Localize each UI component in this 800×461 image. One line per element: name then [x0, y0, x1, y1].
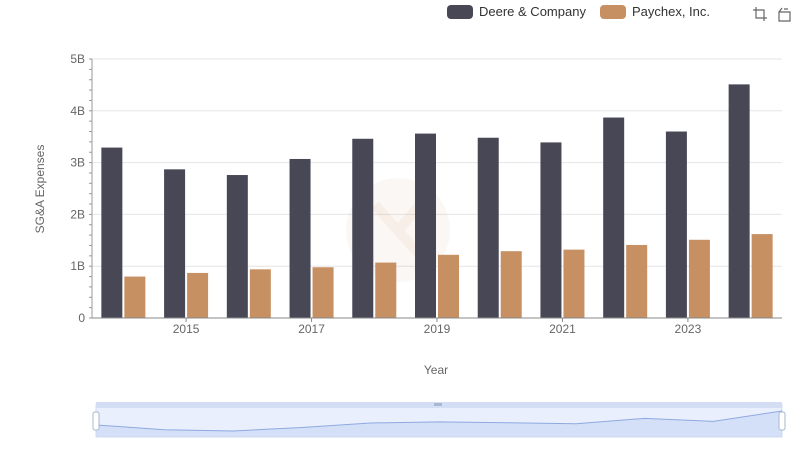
- bar-deere-2015: [164, 169, 186, 318]
- bar-paychex-2020: [500, 251, 522, 318]
- toolbox: [752, 6, 792, 22]
- data-zoom-grip: [434, 403, 442, 406]
- data-zoom-right-handle[interactable]: [778, 411, 786, 431]
- y-tick-label: 4B: [70, 104, 85, 118]
- x-tick-label: 2019: [424, 322, 451, 336]
- legend: Deere & Company Paychex, Inc.: [447, 4, 710, 19]
- legend-label-paychex: Paychex, Inc.: [631, 4, 710, 19]
- bar-deere-2020: [477, 137, 499, 318]
- x-tick-label: 2017: [298, 322, 325, 336]
- restore-icon[interactable]: [776, 6, 792, 22]
- bar-paychex-2017: [312, 267, 334, 318]
- bar-paychex-2015: [187, 272, 209, 318]
- bar-paychex-2014: [124, 276, 146, 318]
- bar-deere-2016: [226, 175, 248, 318]
- x-tick-label: 2021: [549, 322, 576, 336]
- bar-deere-2021: [540, 142, 562, 318]
- bar-deere-2023: [665, 131, 687, 318]
- data-zoom-preview-line: [95, 410, 783, 432]
- x-tick-label: 2023: [675, 322, 702, 336]
- legend-item-paychex[interactable]: Paychex, Inc.: [599, 4, 710, 19]
- bar-paychex-2024: [751, 234, 773, 318]
- y-axis-label: SG&A Expenses: [33, 145, 47, 234]
- bar-paychex-2018: [375, 262, 397, 318]
- y-tick-label: 1B: [70, 259, 85, 273]
- bar-deere-2018: [352, 138, 374, 318]
- data-zoom-slider[interactable]: [92, 402, 786, 438]
- legend-item-deere[interactable]: Deere & Company: [447, 4, 586, 19]
- y-tick-label: 2B: [70, 207, 85, 221]
- bar-paychex-2023: [688, 239, 710, 318]
- bar-deere-2017: [289, 158, 311, 318]
- bar-deere-2014: [101, 147, 123, 318]
- y-tick-label: 3B: [70, 156, 85, 170]
- bar-deere-2019: [415, 133, 436, 318]
- bar-paychex-2022: [626, 244, 648, 318]
- legend-swatch-deere: [447, 4, 473, 19]
- axes: 0 1B 2B 3B 4B 5B 2015 2017 2019 2021 2023: [70, 52, 782, 336]
- bar-paychex-2016: [249, 269, 271, 318]
- bars-group: [101, 84, 773, 318]
- data-zoom-left-handle[interactable]: [92, 411, 100, 431]
- bar-paychex-2021: [563, 249, 585, 318]
- y-tick-label: 5B: [70, 52, 85, 66]
- bar-paychex-2019: [438, 254, 459, 318]
- zoom-icon[interactable]: [752, 6, 768, 22]
- bar-deere-2024: [728, 84, 750, 318]
- legend-label-deere: Deere & Company: [479, 4, 586, 19]
- x-axis-label: Year: [424, 363, 448, 377]
- bar-deere-2022: [603, 117, 625, 318]
- x-tick-label: 2015: [173, 322, 200, 336]
- data-zoom-preview-area: [96, 411, 782, 437]
- legend-swatch-paychex: [599, 4, 626, 19]
- y-tick-label: 0: [78, 311, 85, 325]
